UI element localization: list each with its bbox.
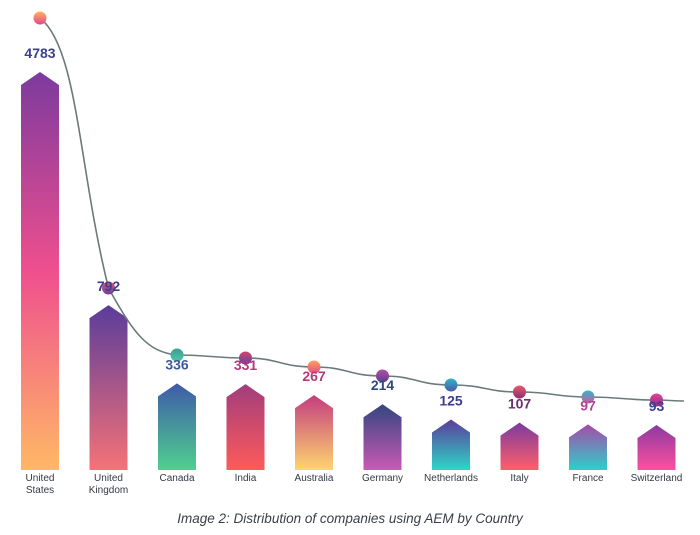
curve-dot (102, 281, 115, 295)
bar (569, 424, 607, 470)
value-label: 267 (302, 368, 326, 384)
category-label: Canada (159, 473, 194, 484)
bar (21, 72, 59, 470)
category-label: India (235, 473, 257, 484)
curve-dot (444, 378, 458, 392)
value-label: 4783 (24, 45, 55, 61)
category-label: Switzerland (631, 473, 683, 484)
curve-dot (33, 11, 47, 25)
category-labels-layer: United States United Kingdom Canada India Aust… (26, 473, 683, 496)
value-label: 125 (439, 393, 463, 409)
bar (500, 422, 539, 470)
curve-dot (581, 390, 595, 404)
value-label: 336 (165, 356, 189, 372)
value-label: 214 (371, 377, 395, 393)
curve-dot (650, 393, 663, 407)
value-labels-layer: 4783 792 336 331 267 214 125 107 97 93 (24, 45, 664, 414)
bar (432, 419, 470, 470)
category-label: Netherlands (424, 473, 478, 484)
curve-dot (513, 385, 526, 399)
bars-layer (21, 72, 676, 470)
curve-dot (170, 348, 184, 362)
value-label: 792 (97, 278, 121, 294)
curve-dot (307, 360, 321, 374)
curve-dot (376, 369, 389, 383)
bar (89, 305, 128, 470)
trend-curve (39, 17, 685, 402)
category-label: United States (26, 473, 55, 496)
category-label: France (572, 473, 604, 484)
value-label: 97 (580, 397, 596, 413)
category-label: United Kingdom (89, 473, 128, 496)
bar (295, 395, 333, 470)
bar (637, 425, 676, 470)
bar-chart: 4783 792 336 331 267 214 125 107 97 93 United Stat… (21, 11, 685, 496)
chart-caption: Image 2: Distribution of companies using… (177, 511, 523, 526)
value-label: 331 (234, 357, 258, 373)
bar (363, 404, 402, 470)
category-label: Italy (510, 473, 528, 484)
bar (158, 383, 196, 470)
category-label: Germany (362, 473, 403, 484)
dots-layer (33, 11, 663, 407)
value-label: 93 (649, 398, 665, 414)
curve-dot (239, 351, 252, 365)
bar (226, 384, 265, 470)
value-label: 107 (508, 396, 532, 412)
category-label: Australia (295, 473, 334, 484)
